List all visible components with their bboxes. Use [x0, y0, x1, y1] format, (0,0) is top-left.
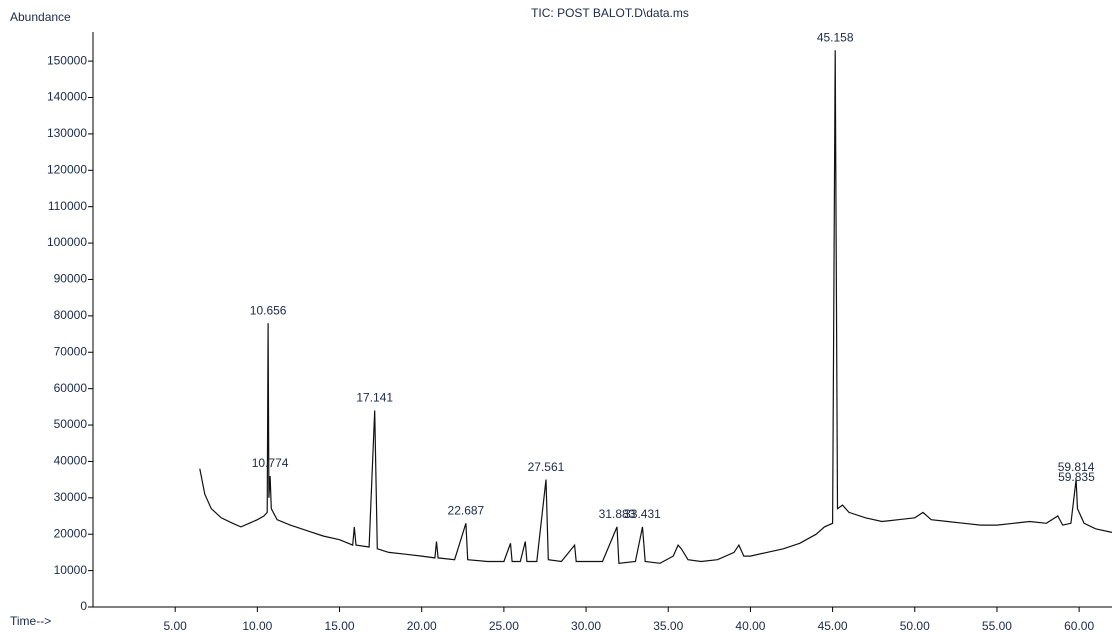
y-tick-label: 40000	[54, 454, 88, 468]
peak-label: 17.141	[356, 391, 393, 405]
peak-label: 33.431	[624, 507, 661, 521]
x-tick-label: 5.00	[163, 619, 187, 632]
y-tick-label: 130000	[47, 126, 87, 140]
x-tick-label: 30.00	[571, 619, 601, 632]
x-tick-label: 50.00	[900, 619, 930, 632]
x-tick-label: 45.00	[818, 619, 848, 632]
y-tick-label: 30000	[54, 490, 88, 504]
y-tick-label: 150000	[47, 53, 87, 67]
peak-label: 45.158	[817, 30, 854, 44]
y-tick-label: 100000	[47, 235, 87, 249]
x-tick-label: 10.00	[242, 619, 272, 632]
x-tick-label: 55.00	[982, 619, 1012, 632]
peak-label: 31.883	[599, 507, 636, 521]
x-tick-label: 40.00	[735, 619, 765, 632]
y-axis-title: Abundance	[10, 10, 71, 24]
peak-label: 10.774	[252, 456, 289, 470]
y-tick-label: 70000	[54, 344, 88, 358]
y-tick-label: 90000	[54, 272, 88, 286]
peak-label: 22.687	[448, 503, 485, 517]
trace-line	[199, 50, 1112, 564]
x-tick-label: 25.00	[489, 619, 519, 632]
peak-label: 10.656	[250, 303, 287, 317]
peak-label: 59.814	[1058, 460, 1095, 474]
peak-label: 27.561	[528, 460, 565, 474]
x-tick-label: 35.00	[653, 619, 683, 632]
y-tick-label: 60000	[54, 381, 88, 395]
y-tick-label: 20000	[54, 526, 88, 540]
x-tick-label: 15.00	[325, 619, 355, 632]
x-tick-label: 60.00	[1064, 619, 1094, 632]
y-tick-label: 110000	[48, 199, 87, 213]
y-tick-label: 120000	[47, 162, 87, 176]
x-axis-title: Time-->	[10, 614, 51, 628]
y-tick-label: 10000	[54, 563, 88, 577]
x-tick-label: 20.00	[407, 619, 437, 632]
y-tick-label: 50000	[54, 417, 88, 431]
chart-title: TIC: POST BALOT.D\data.ms	[531, 6, 689, 20]
peak-label: 59.835	[1058, 470, 1095, 484]
y-tick-label: 0	[80, 599, 87, 613]
y-tick-label: 140000	[47, 90, 87, 104]
y-tick-label: 80000	[54, 308, 88, 322]
